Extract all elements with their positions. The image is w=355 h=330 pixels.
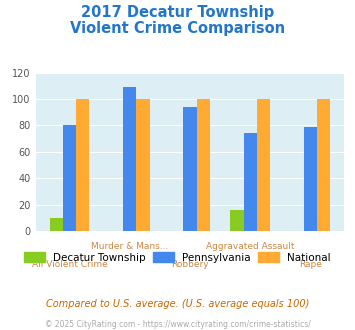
Bar [63,125,76,231]
Bar [230,210,244,231]
Text: © 2025 CityRating.com - https://www.cityrating.com/crime-statistics/: © 2025 CityRating.com - https://www.city… [45,320,310,329]
Bar [257,99,270,231]
Legend: Decatur Township, Pennsylvania, National: Decatur Township, Pennsylvania, National [20,248,335,267]
Bar [197,99,210,231]
Text: 2017 Decatur Township: 2017 Decatur Township [81,5,274,20]
Text: Aggravated Assault: Aggravated Assault [206,242,294,251]
Text: Rape: Rape [299,259,322,269]
Bar [76,99,89,231]
Text: Robbery: Robbery [171,259,209,269]
Bar [123,87,136,231]
Text: Compared to U.S. average. (U.S. average equals 100): Compared to U.S. average. (U.S. average … [46,299,309,309]
Text: All Violent Crime: All Violent Crime [32,259,107,269]
Bar [304,127,317,231]
Bar [317,99,330,231]
Bar [136,99,149,231]
Text: Violent Crime Comparison: Violent Crime Comparison [70,21,285,36]
Bar [183,107,197,231]
Bar [50,218,63,231]
Bar [244,133,257,231]
Text: Murder & Mans...: Murder & Mans... [91,242,168,251]
